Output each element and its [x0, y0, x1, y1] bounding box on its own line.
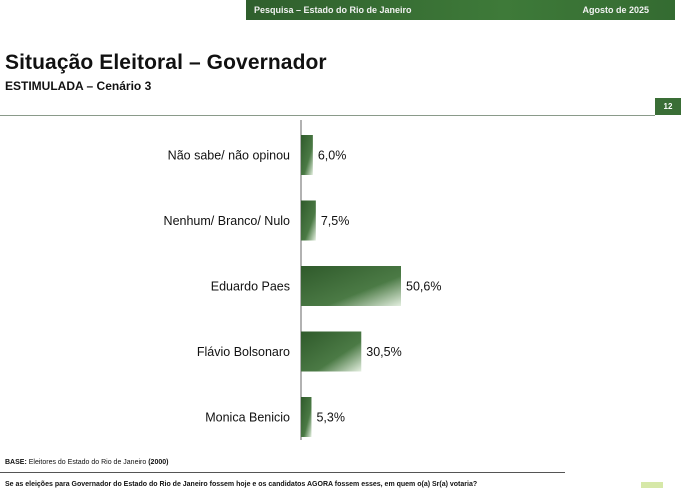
page-number-badge: 12 — [655, 98, 681, 115]
base-count: (2000) — [148, 459, 169, 466]
bar-2 — [301, 266, 401, 306]
category-label: Monica Benicio — [205, 411, 290, 425]
footer-divider — [0, 472, 565, 473]
header-bar: Pesquisa – Estado do Rio de Janeiro Agos… — [246, 0, 675, 20]
bar-0 — [301, 135, 313, 175]
category-label: Eduardo Paes — [211, 280, 290, 294]
header-divider — [0, 115, 655, 116]
chart-title: Situação Eleitoral – Governador — [5, 51, 327, 74]
date-label: Agosto de 2025 — [582, 5, 649, 15]
category-label: Flávio Bolsonaro — [197, 345, 290, 359]
category-label: Nenhum/ Branco/ Nulo — [164, 214, 291, 228]
corner-decoration — [641, 482, 663, 488]
value-label: 50,6% — [406, 280, 441, 294]
survey-question: Se as eleições para Governador do Estado… — [5, 481, 478, 488]
bar-3 — [301, 331, 362, 372]
base-text: Eleitores do Estado do Rio de Janeiro — [28, 459, 147, 466]
base-label: BASE: — [5, 459, 27, 466]
base-note: BASE: Eleitores do Estado do Rio de Jane… — [5, 459, 168, 466]
chart-subtitle: ESTIMULADA – Cenário 3 — [5, 79, 152, 93]
value-label: 6,0% — [318, 149, 347, 163]
bar-1 — [301, 200, 316, 241]
bar-4 — [301, 397, 312, 437]
survey-label: Pesquisa – Estado do Rio de Janeiro — [254, 5, 412, 15]
value-label: 5,3% — [316, 411, 345, 425]
bar-chart: Não sabe/ não opinou 6,0% Nenhum/ Branco/ … — [164, 120, 441, 440]
value-label: 7,5% — [321, 214, 350, 228]
category-label: Não sabe/ não opinou — [168, 149, 290, 163]
value-label: 30,5% — [366, 345, 401, 359]
